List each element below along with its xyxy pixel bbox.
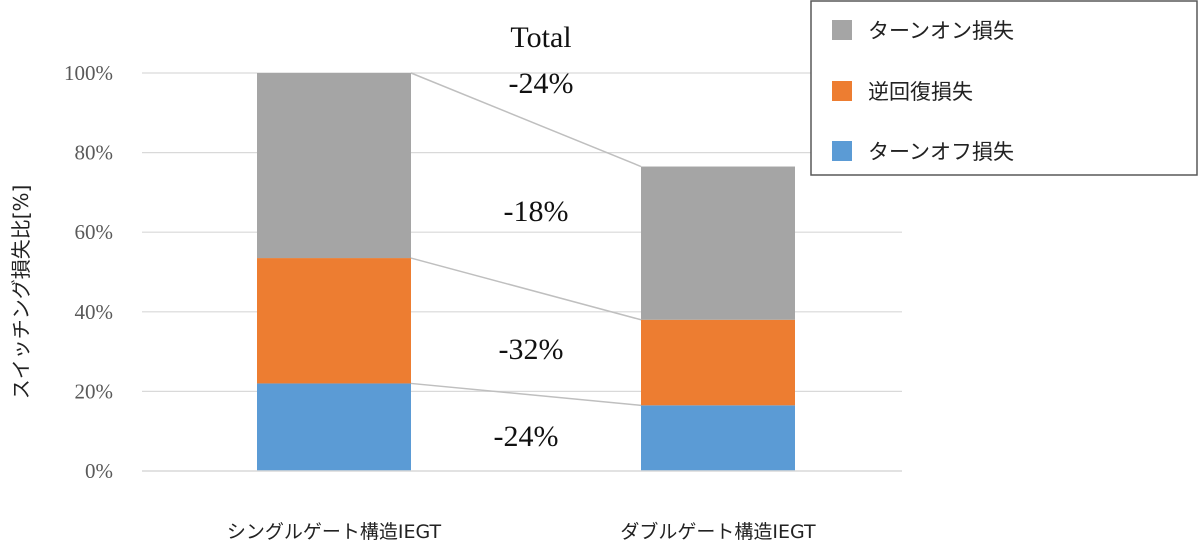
legend: ターンオン損失 逆回復損失 ターンオフ損失: [810, 0, 1198, 176]
annotation-total: -24%: [509, 67, 574, 100]
bar-segment: [641, 319, 795, 406]
bar-segment: [641, 166, 795, 320]
category-label: ダブルゲート構造IEGT: [620, 520, 816, 543]
y-tick-label: 60%: [75, 220, 114, 244]
reduction-connector-lines: [410, 72, 642, 407]
bar-segment: [257, 73, 411, 259]
connector-line: [410, 72, 642, 168]
y-tick-label: 80%: [75, 141, 114, 165]
annotation-total-title: Total: [510, 21, 571, 54]
y-tick-label: 20%: [75, 379, 114, 403]
legend-swatch-turn-on: [832, 20, 852, 40]
bar-segment: [257, 383, 411, 471]
category-label: シングルゲート構造IEGT: [227, 521, 442, 543]
y-tick-label: 0%: [85, 459, 113, 483]
bar-segment: [641, 405, 795, 471]
y-axis-title: スイッチング損失比[%]: [9, 185, 33, 400]
legend-swatch-reverse-recovery: [832, 81, 852, 101]
legend-label-turn-on: ターンオン損失: [868, 19, 1014, 43]
legend-label-turn-off: ターンオフ損失: [868, 140, 1014, 164]
connector-line: [410, 257, 642, 321]
legend-swatch-turn-off: [832, 141, 852, 161]
bars: [257, 73, 795, 471]
legend-label-reverse-recovery: 逆回復損失: [868, 80, 973, 104]
annotation-reverse-recovery: -32%: [499, 333, 564, 366]
connector-line: [410, 382, 642, 407]
annotation-turn-off: -24%: [494, 420, 559, 453]
annotation-turn-on: -18%: [504, 195, 569, 228]
bar-segment: [257, 258, 411, 384]
y-axis-ticks: 0% 20% 40% 60% 80% 100%: [64, 61, 113, 483]
legend-box: [810, 0, 1198, 176]
y-tick-label: 40%: [75, 300, 114, 324]
category-labels: シングルゲート構造IEGT ダブルゲート構造IEGT: [227, 520, 816, 543]
y-tick-label: 100%: [64, 61, 113, 85]
